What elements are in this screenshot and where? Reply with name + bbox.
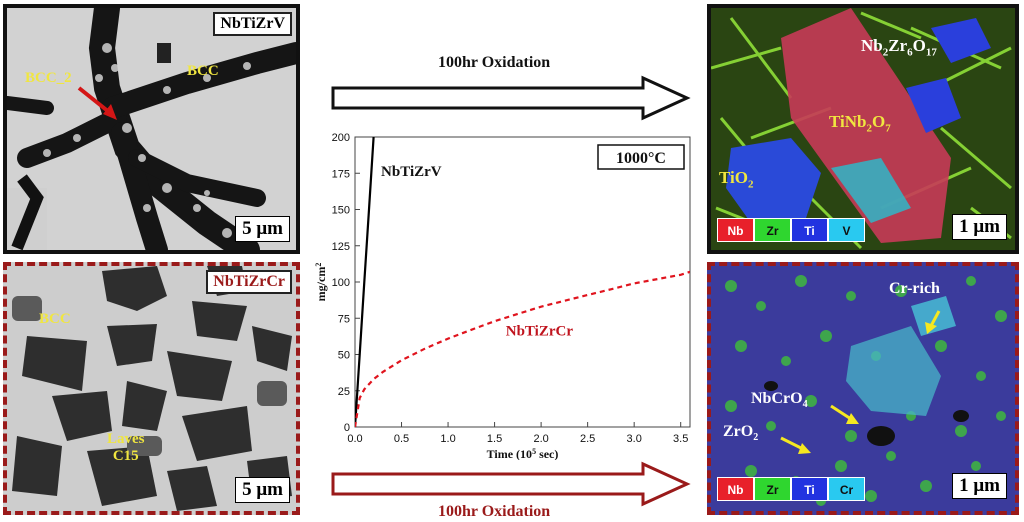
oxide-label-nb2zr6o17: Nb2Zr6O17 xyxy=(861,36,937,59)
arrow-bottom xyxy=(331,461,691,507)
oxidation-chart: 0 25 50 75 100 125 150 175 200 0.0 0.5 1.0 1.5 2.0 2.5… xyxy=(314,132,691,461)
laves-text-line2: C15 xyxy=(112,448,139,464)
bottom-legend-nb: Nb xyxy=(717,477,754,501)
y-tick-label: 100 xyxy=(332,277,350,289)
plot-frame xyxy=(354,136,691,428)
x-tick-label: 3.5 xyxy=(673,433,688,445)
oxide-label-zro2: ZrO2 xyxy=(723,423,759,444)
scale-bar-1um-top: 1 μm xyxy=(952,214,1007,240)
top-legend-ti: Ti xyxy=(791,218,828,242)
eds-micrograph-nbtizrcr xyxy=(711,266,1015,511)
y-tick-label: 150 xyxy=(332,205,350,217)
y-tick-label: 0 xyxy=(344,422,350,434)
scale-bar-5um-bottom: 5 μm xyxy=(235,477,290,503)
bottom-legend-cr: Cr xyxy=(828,477,865,501)
temperature-box xyxy=(597,144,685,170)
y-tick-label: 25 xyxy=(338,386,350,398)
eds-micrograph-nbtizrv xyxy=(711,8,1015,250)
x-tick-label: 0.5 xyxy=(394,433,409,445)
series-label-nbtizrcr: NbTiZrCr xyxy=(506,324,574,340)
sem-image-nbtizrcr: NbTiZrCr BCC Laves C15 5 μm xyxy=(3,262,300,515)
oxide-label-tinb2o7: TiNb2O7 xyxy=(829,112,891,135)
sem-image-nbtizrv: NbTiZrV BCC BCC_2 5 μm xyxy=(3,4,300,254)
series-label-nbtizrv: NbTiZrV xyxy=(381,164,442,180)
y-tick-label: 175 xyxy=(332,168,350,180)
element-legend-top: Nb Zr Ti V xyxy=(717,218,865,242)
oxide-label-tio2: TiO2 xyxy=(719,168,754,191)
oxide-label-nbcro4: NbCrO4 xyxy=(751,390,808,411)
phase-label-bcc-cr: BCC xyxy=(39,311,71,327)
eds-map-nbtizrcr: Cr-rich NbCrO4 ZrO2 Nb Zr Ti Cr 1 μm xyxy=(707,262,1019,515)
alloy-label-nbtizrv: NbTiZrV xyxy=(213,12,292,36)
bottom-legend-zr: Zr xyxy=(754,477,791,501)
scale-bar-1um-bottom: 1 μm xyxy=(952,473,1007,499)
label-cr-rich: Cr-rich xyxy=(889,280,940,297)
phase-label-laves: Laves C15 xyxy=(107,431,145,465)
top-legend-nb: Nb xyxy=(717,218,754,242)
y-tick-label: 75 xyxy=(338,313,350,325)
y-axis-label: mg/cm2 xyxy=(314,263,329,302)
y-tick-label: 50 xyxy=(338,350,350,362)
top-legend-v: V xyxy=(828,218,865,242)
series-line-nbtizrv xyxy=(355,137,375,427)
eds-map-nbtizrv: Nb2Zr6O17 TiNb2O7 TiO2 Nb Zr Ti V 1 μm xyxy=(707,4,1019,254)
temperature-label: 1000°C xyxy=(616,150,666,167)
element-legend-bottom: Nb Zr Ti Cr xyxy=(717,477,865,501)
alloy-label-nbtizrcr: NbTiZrCr xyxy=(206,270,292,294)
x-tick-label: 1.0 xyxy=(440,433,455,445)
x-tick-label: 0.0 xyxy=(347,433,362,445)
x-tick-label: 2.5 xyxy=(580,433,595,445)
arrow-label-top: 100hr Oxidation xyxy=(438,54,551,71)
sem-micrograph-nbtizrcr xyxy=(7,266,296,511)
phase-label-bcc: BCC xyxy=(187,63,219,79)
arrow-top xyxy=(331,75,691,121)
sem-micrograph-nbtizrv xyxy=(7,8,296,250)
y-tick-label: 200 xyxy=(332,132,350,144)
phase-label-bcc2: BCC_2 xyxy=(25,70,72,86)
top-legend-zr: Zr xyxy=(754,218,791,242)
x-tick-label: 1.5 xyxy=(487,433,502,445)
laves-text-line1: Laves xyxy=(107,431,145,447)
x-tick-label: 2.0 xyxy=(533,433,548,445)
bottom-legend-ti: Ti xyxy=(791,477,828,501)
x-tick-label: 3.0 xyxy=(627,433,642,445)
x-axis-label: Time (105 sec) xyxy=(487,447,559,461)
arrow-label-bottom: 100hr Oxidation xyxy=(438,503,551,520)
y-tick-label: 125 xyxy=(332,241,350,253)
scale-bar-5um-top: 5 μm xyxy=(235,216,290,242)
